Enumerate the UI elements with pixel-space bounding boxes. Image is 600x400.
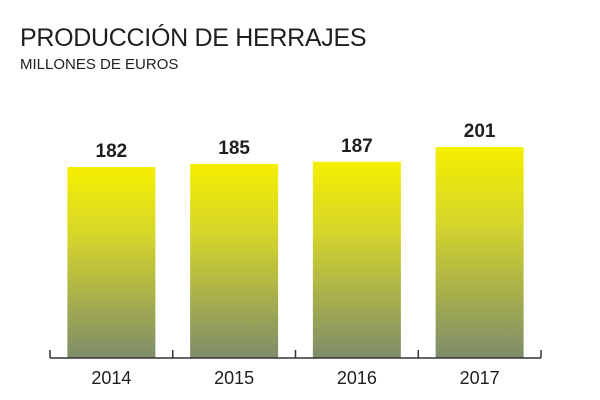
value-label-2016: 187 xyxy=(341,136,373,157)
chart-title: PRODUCCIÓN DE HERRAJES xyxy=(20,24,367,52)
bar-2015 xyxy=(190,163,279,358)
bar-2016 xyxy=(312,161,401,358)
x-tick-label-2016: 2016 xyxy=(337,368,377,388)
value-label-2017: 201 xyxy=(464,121,496,142)
bar-2017 xyxy=(435,147,524,358)
bars-group xyxy=(67,147,524,358)
x-axis xyxy=(49,350,542,359)
x-tick-label-2017: 2017 xyxy=(460,368,500,388)
chart-subtitle: MILLONES DE EUROS xyxy=(20,56,179,73)
x-tick-label-2014: 2014 xyxy=(91,368,131,388)
value-label-2015: 185 xyxy=(218,138,250,159)
x-tick-label-2015: 2015 xyxy=(214,368,254,388)
labels-group: 182 2014 185 2015 187 2016 201 2017 xyxy=(91,121,499,388)
value-label-2014: 182 xyxy=(96,141,128,162)
bar-2014 xyxy=(67,167,156,358)
